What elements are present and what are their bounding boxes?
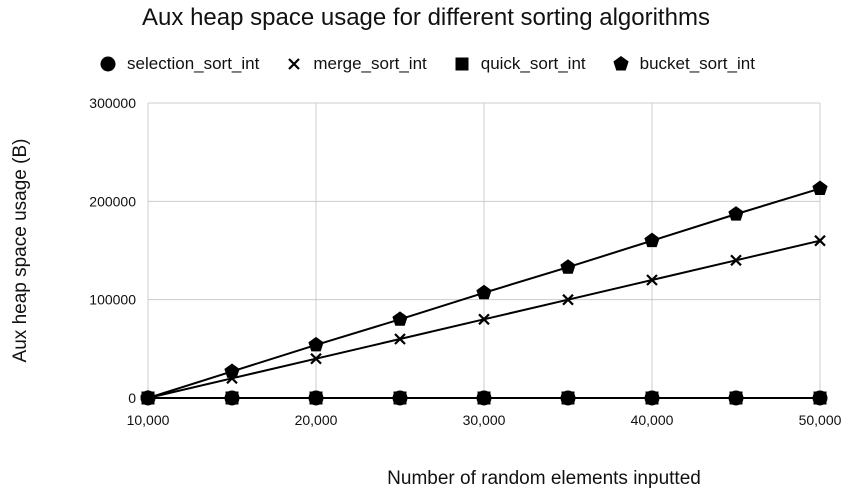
- data-point: [477, 391, 491, 405]
- data-point: [309, 391, 323, 405]
- data-point: [140, 390, 156, 405]
- legend: selection_sort_int merge_sort_int quick_so…: [0, 50, 852, 78]
- data-point: [728, 206, 744, 221]
- data-point: [646, 274, 658, 286]
- legend-label: selection_sort_int: [127, 54, 260, 73]
- data-point: [476, 284, 492, 300]
- legend-item: merge_sort_int: [283, 53, 427, 75]
- data-point: [308, 336, 324, 352]
- data-point: [225, 391, 239, 405]
- data-point: [561, 391, 575, 405]
- x-axis-title: Number of random elements inputted: [387, 468, 701, 489]
- data-point: [394, 333, 406, 345]
- data-point: [813, 391, 827, 405]
- legend-label: bucket_sort_int: [639, 54, 755, 73]
- legend-marker-pentagon: [613, 56, 629, 71]
- data-point: [729, 391, 743, 405]
- legend-item: bucket_sort_int: [610, 53, 755, 75]
- legend-marker-circle: [100, 56, 116, 72]
- x-tick-label: 20,000: [295, 412, 338, 428]
- legend-item: quick_sort_int: [451, 53, 586, 75]
- data-point: [310, 352, 322, 365]
- legend-marker-square: [455, 57, 469, 71]
- x-tick-label: 50,000: [799, 412, 842, 428]
- circle-marker: [100, 56, 116, 72]
- data-point: [392, 311, 408, 326]
- series-bucket_sort_int: [140, 180, 828, 405]
- data-point: [224, 363, 240, 378]
- y-tick-label: 100000: [89, 292, 136, 308]
- data-point: [644, 232, 660, 248]
- square-marker: [455, 57, 469, 71]
- series-quick_sort_int: [141, 391, 827, 405]
- x-tick-label: 30,000: [463, 412, 506, 428]
- pentagon-marker: [613, 56, 629, 71]
- legend-label: quick_sort_int: [480, 54, 586, 73]
- y-axis-title: Aux heap space usage (B): [10, 139, 31, 363]
- y-tick-label: 300000: [89, 95, 136, 111]
- x-marker: [288, 58, 301, 70]
- data-point: [478, 313, 490, 326]
- y-tick-label: 0: [128, 390, 136, 406]
- x-tick-label: 10,000: [127, 412, 170, 428]
- legend-marker-x: [288, 58, 301, 70]
- gridlines: [147, 102, 821, 399]
- chart-title: Aux heap space usage for different sorti…: [142, 4, 710, 31]
- x-tick-label: 40,000: [631, 412, 674, 428]
- data-point: [730, 254, 742, 267]
- legend-item: selection_sort_int: [97, 53, 259, 75]
- data-point: [393, 391, 407, 405]
- y-tick-label: 200000: [89, 193, 136, 209]
- data-point: [560, 259, 576, 274]
- legend-label: merge_sort_int: [313, 54, 427, 73]
- data-point: [812, 180, 828, 196]
- data-point: [645, 391, 659, 405]
- data-point: [814, 234, 826, 247]
- data-point: [562, 293, 574, 306]
